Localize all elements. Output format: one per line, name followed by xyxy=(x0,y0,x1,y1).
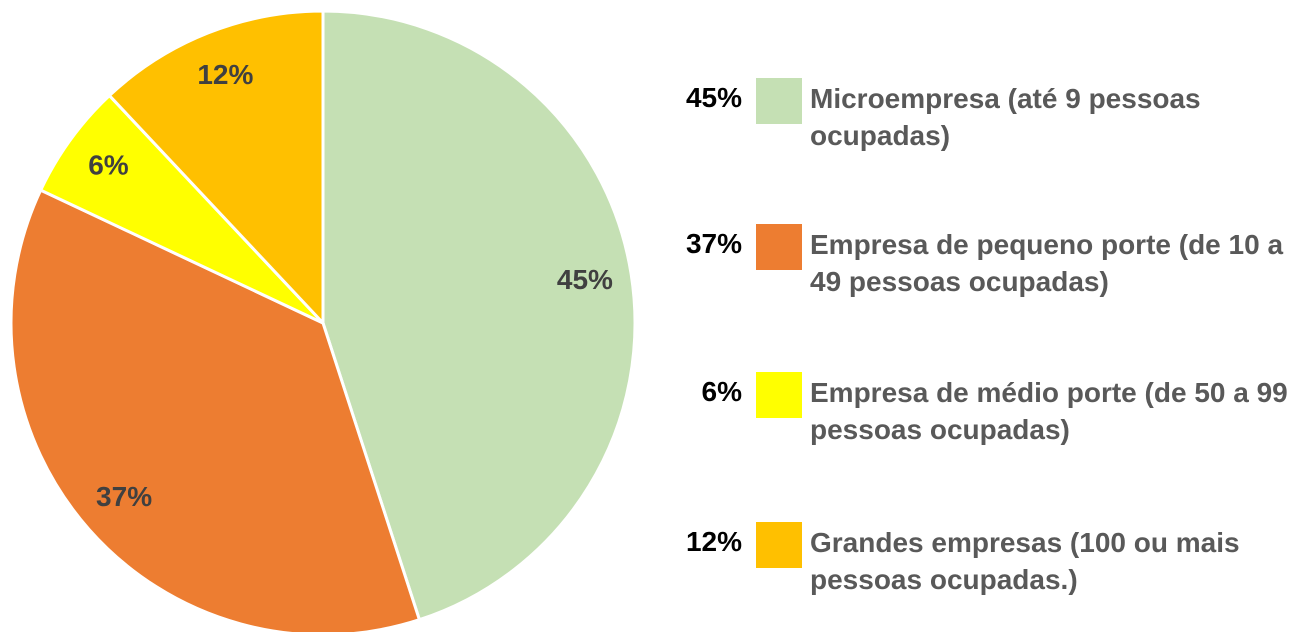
legend-label: Grandes empresas (100 ou mais pessoas oc… xyxy=(810,527,1240,595)
legend-entry: 6% Empresa de médio porte (de 50 a 99 pes… xyxy=(660,372,1300,452)
legend-label: Microempresa (até 9 pessoas ocupadas) xyxy=(810,83,1201,151)
legend-swatch xyxy=(756,372,802,418)
pie-slice xyxy=(321,9,637,622)
legend-value: 6% xyxy=(701,376,742,407)
legend-entry: 12% Grandes empresas (100 ou mais pessoas… xyxy=(660,522,1300,602)
legend-swatch xyxy=(756,224,802,270)
legend-value: 12% xyxy=(685,526,742,557)
pie-slice xyxy=(9,188,422,632)
legend-label: Empresa de médio porte (de 50 a 99 pesso… xyxy=(810,377,1288,445)
legend-entry: 45% Microempresa (até 9 pessoas ocupadas) xyxy=(660,78,1300,158)
pie-slice xyxy=(107,9,325,327)
slice-label: 45% xyxy=(557,264,613,295)
slice-label: 12% xyxy=(197,59,253,90)
legend-value: 37% xyxy=(685,228,742,259)
slice-label: 6% xyxy=(88,150,129,181)
legend-entry: 37% Empresa de pequeno porte (de 10 a 49 … xyxy=(660,224,1300,304)
pie: 45% 37% 6% 12% xyxy=(9,9,637,632)
legend-label: Empresa de pequeno porte (de 10 a 49 pes… xyxy=(810,229,1284,297)
slice-label: 37% xyxy=(96,481,152,512)
legend-swatch xyxy=(756,522,802,568)
legend-value: 45% xyxy=(685,82,742,113)
legend-swatch xyxy=(756,78,802,124)
